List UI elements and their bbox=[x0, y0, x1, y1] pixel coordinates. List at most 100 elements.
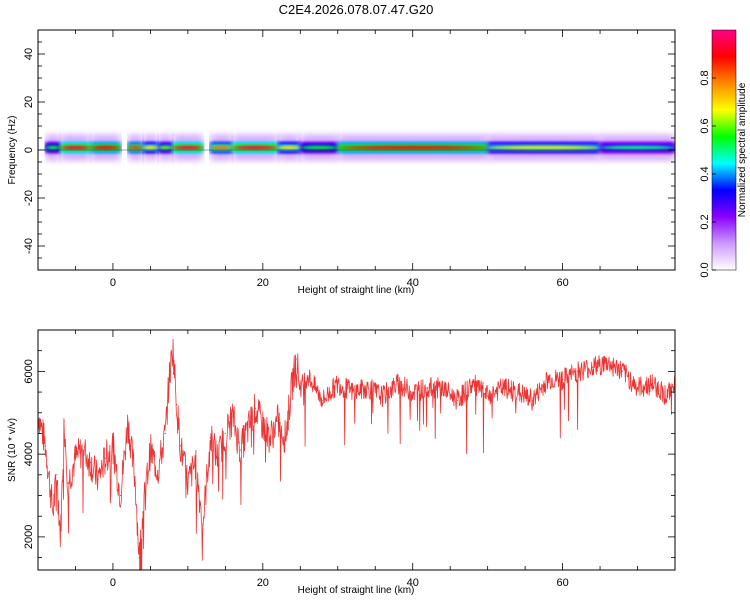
y-tick-label: 20 bbox=[23, 96, 35, 108]
snr-x-axis-label: Height of straight line (km) bbox=[298, 585, 415, 596]
snr-point bbox=[292, 379, 294, 381]
x-tick-label: 60 bbox=[556, 577, 568, 589]
y-tick-label: 40 bbox=[23, 48, 35, 60]
snr-point bbox=[232, 416, 234, 418]
snr-point bbox=[194, 461, 196, 464]
x-tick-label: 40 bbox=[407, 577, 419, 589]
snr-point bbox=[247, 428, 249, 430]
snr-point bbox=[56, 474, 58, 476]
x-tick-label: 40 bbox=[407, 277, 419, 289]
snr-point bbox=[172, 345, 174, 348]
snr-point bbox=[621, 370, 624, 372]
snr-x-ticks: 0 20 40 60 bbox=[37, 330, 676, 589]
snr-point bbox=[157, 470, 159, 472]
snr-point bbox=[67, 482, 69, 484]
snr-point bbox=[547, 379, 549, 381]
spectrogram-band-core bbox=[142, 145, 158, 150]
spectrogram-band-core bbox=[337, 145, 488, 150]
spectrogram-y-ticks: 40 20 0 -20 -40 bbox=[23, 29, 675, 271]
snr-series-line bbox=[38, 338, 675, 570]
snr-point bbox=[322, 399, 324, 401]
spectrogram-band-core bbox=[600, 145, 675, 150]
spectrogram-band-core bbox=[90, 145, 121, 150]
spectrogram-band-core bbox=[172, 145, 203, 150]
snr-point bbox=[187, 482, 189, 484]
colorbar-label: Normalized spectral amplitude bbox=[737, 82, 748, 217]
chart-title: C2E4.2026.078.07.47.G20 bbox=[279, 2, 434, 17]
colorbar-tick-label: 0.8 bbox=[699, 70, 711, 85]
snr-point bbox=[277, 420, 279, 422]
snr-point bbox=[134, 482, 137, 484]
snr-point bbox=[262, 424, 264, 426]
snr-point bbox=[138, 556, 140, 559]
snr-point bbox=[502, 387, 504, 389]
snr-point bbox=[119, 494, 122, 497]
snr-point bbox=[591, 366, 594, 368]
y-tick-label: 0 bbox=[23, 147, 35, 153]
spectrogram-band-core bbox=[127, 145, 143, 150]
snr-point bbox=[176, 403, 178, 406]
spectrogram-band-core bbox=[210, 145, 233, 150]
spectrogram-y-axis-label: Frequency (Hz) bbox=[7, 116, 18, 185]
spectrogram-band-core bbox=[60, 145, 91, 150]
snr-point bbox=[561, 379, 564, 381]
snr-plot-area bbox=[38, 338, 675, 570]
snr-point bbox=[217, 457, 219, 459]
snr-point bbox=[382, 395, 384, 397]
colorbar-tick-label: 0.4 bbox=[699, 166, 711, 181]
snr-point bbox=[337, 383, 339, 385]
snr-point bbox=[442, 387, 444, 389]
snr-point bbox=[397, 383, 399, 385]
snr-point bbox=[82, 449, 84, 451]
spectrogram-band-core bbox=[277, 145, 301, 150]
x-tick-label: 20 bbox=[257, 577, 269, 589]
snr-point bbox=[89, 461, 92, 464]
snr-point bbox=[299, 387, 301, 389]
colorbar: 0.0 0.2 0.4 0.6 0.8 Normalized spectral ampl… bbox=[699, 29, 748, 278]
snr-point bbox=[168, 379, 170, 381]
snr-point bbox=[651, 383, 654, 385]
spectrogram-x-ticks: 0 20 40 60 bbox=[37, 30, 676, 289]
snr-point bbox=[576, 370, 579, 372]
snr-point bbox=[74, 457, 77, 459]
spectrogram-band-core bbox=[157, 145, 173, 150]
snr-point bbox=[472, 383, 474, 385]
snr-point bbox=[532, 399, 534, 401]
snr-point bbox=[606, 362, 609, 364]
snr-point bbox=[149, 449, 152, 451]
snr-frame bbox=[37, 329, 676, 571]
y-tick-label: 4000 bbox=[23, 442, 35, 466]
snr-point bbox=[142, 511, 144, 513]
snr-point bbox=[202, 523, 204, 526]
y-tick-label: 6000 bbox=[23, 359, 35, 383]
spectrogram-panel: 0 20 40 60 40 20 0 -20 -40 Height of straight l… bbox=[7, 29, 676, 296]
snr-point bbox=[666, 395, 669, 397]
snr-point bbox=[517, 391, 519, 393]
snr-point bbox=[412, 391, 414, 393]
colorbar-tick-label: 0.0 bbox=[699, 262, 711, 277]
x-tick-label: 0 bbox=[110, 577, 116, 589]
snr-point bbox=[127, 420, 129, 422]
spectrogram-x-axis-label: Height of straight line (km) bbox=[298, 285, 415, 296]
snr-point bbox=[457, 399, 459, 401]
snr-point bbox=[97, 478, 99, 480]
snr-point bbox=[636, 387, 639, 389]
snr-point bbox=[112, 445, 114, 447]
spectrogram-band-core bbox=[232, 145, 278, 150]
snr-point bbox=[224, 432, 226, 435]
snr-point bbox=[59, 536, 62, 538]
y-tick-label: -20 bbox=[23, 190, 35, 206]
snr-point bbox=[307, 374, 309, 377]
snr-point bbox=[295, 358, 298, 360]
spectrogram-band-core bbox=[487, 145, 601, 150]
snr-point bbox=[63, 420, 65, 422]
snr-point bbox=[52, 511, 54, 513]
snr-point bbox=[44, 445, 47, 447]
snr-point bbox=[284, 436, 286, 439]
y-tick-label: 2000 bbox=[23, 525, 35, 549]
snr-panel: 0 20 40 60 6000 4000 2000 Height of straight … bbox=[7, 329, 676, 596]
snr-y-ticks: 6000 4000 2000 bbox=[23, 329, 675, 558]
snr-point bbox=[254, 408, 256, 410]
spectrogram-band-core bbox=[45, 145, 61, 150]
